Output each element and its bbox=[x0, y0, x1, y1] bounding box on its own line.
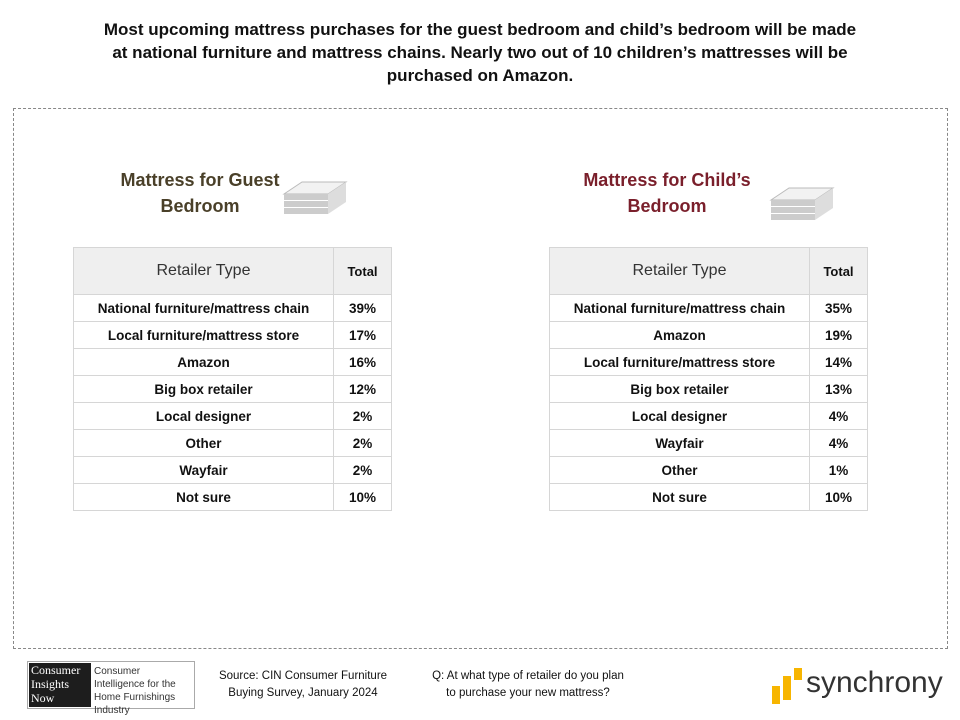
logo-line: Consumer bbox=[31, 663, 81, 677]
retailer-cell: Local designer bbox=[73, 402, 334, 430]
title: Most upcoming mattress purchases for the… bbox=[103, 20, 857, 85]
table-row: Wayfair 4% bbox=[549, 429, 868, 457]
retailer-cell: Wayfair bbox=[73, 456, 334, 484]
table-row: National furniture/mattress chain 39% bbox=[73, 294, 392, 322]
share-cell: 17% bbox=[333, 321, 392, 349]
header-row: Retailer Type Total bbox=[73, 247, 392, 295]
table-row: Other 2% bbox=[73, 429, 392, 457]
retailer-cell: Amazon bbox=[549, 321, 810, 349]
table-row: Other 1% bbox=[549, 456, 868, 484]
header-row: Retailer Type Total bbox=[549, 247, 868, 295]
table-row: Local designer 4% bbox=[549, 402, 868, 430]
logo-tagline: Consumer Intelligence for the Home Furni… bbox=[94, 666, 176, 716]
table-row: Big box retailer 13% bbox=[549, 375, 868, 403]
retailer-cell: Big box retailer bbox=[73, 375, 334, 403]
frame bbox=[13, 108, 948, 649]
share-cell: 19% bbox=[809, 321, 868, 349]
retailer-cell: Big box retailer bbox=[549, 375, 810, 403]
table-row: Local designer 2% bbox=[73, 402, 392, 430]
mattress-icon bbox=[282, 181, 348, 214]
retailer-cell: Local designer bbox=[549, 402, 810, 430]
source: Source: CIN Consumer Furniture Buying Su… bbox=[218, 670, 388, 699]
panel-heading: Mattress for Child’s Bedroom bbox=[583, 170, 751, 216]
table-row: National furniture/mattress chain 35% bbox=[549, 294, 868, 322]
logo-line: Insights bbox=[31, 677, 70, 691]
column-header: Total bbox=[809, 247, 868, 295]
retailer-cell: Local furniture/mattress store bbox=[549, 348, 810, 376]
share-cell: 12% bbox=[333, 375, 392, 403]
share-cell: 39% bbox=[333, 294, 392, 322]
retailer-cell: Other bbox=[73, 429, 334, 457]
retailer-cell: Other bbox=[549, 456, 810, 484]
share-cell: 2% bbox=[333, 429, 392, 457]
share-cell: 4% bbox=[809, 402, 868, 430]
retailer-cell: Not sure bbox=[549, 483, 810, 511]
retailer-cell: Local furniture/mattress store bbox=[73, 321, 334, 349]
table-row: Amazon 16% bbox=[73, 348, 392, 376]
logo: Consumer Insights Now Consumer Intellige… bbox=[27, 661, 195, 716]
retailer-cell: National furniture/mattress chain bbox=[549, 294, 810, 322]
share-cell: 2% bbox=[333, 402, 392, 430]
table-row: Local furniture/mattress store 17% bbox=[73, 321, 392, 349]
brand-mark bbox=[772, 668, 802, 704]
retailer-table: Retailer Type Total National furniture/mat… bbox=[549, 247, 868, 511]
share-cell: 1% bbox=[809, 456, 868, 484]
retailer-cell: Amazon bbox=[73, 348, 334, 376]
logo-line: Now bbox=[31, 691, 55, 705]
mattress-icon bbox=[769, 187, 835, 220]
retailer-cell: Wayfair bbox=[549, 429, 810, 457]
table-row: Not sure 10% bbox=[549, 483, 868, 511]
column-header: Total bbox=[333, 247, 392, 295]
retailer-cell: Not sure bbox=[73, 483, 334, 511]
share-cell: 16% bbox=[333, 348, 392, 376]
column-header: Retailer Type bbox=[549, 247, 810, 295]
table-row: Amazon 19% bbox=[549, 321, 868, 349]
share-cell: 10% bbox=[333, 483, 392, 511]
table-row: Wayfair 2% bbox=[73, 456, 392, 484]
retailer-cell: National furniture/mattress chain bbox=[73, 294, 334, 322]
share-cell: 2% bbox=[333, 456, 392, 484]
panel-heading: Mattress for Guest Bedroom bbox=[120, 170, 280, 216]
brand: synchrony bbox=[806, 666, 943, 699]
question: Q: At what type of retailer do you plan … bbox=[432, 670, 624, 699]
table-row: Not sure 10% bbox=[73, 483, 392, 511]
share-cell: 35% bbox=[809, 294, 868, 322]
share-cell: 13% bbox=[809, 375, 868, 403]
table-row: Local furniture/mattress store 14% bbox=[549, 348, 868, 376]
retailer-table: Retailer Type Total National furniture/mat… bbox=[73, 247, 392, 511]
logo-name: Consumer Insights Now bbox=[29, 663, 91, 707]
column-header: Retailer Type bbox=[73, 247, 334, 295]
share-cell: 10% bbox=[809, 483, 868, 511]
share-cell: 14% bbox=[809, 348, 868, 376]
share-cell: 4% bbox=[809, 429, 868, 457]
table-row: Big box retailer 12% bbox=[73, 375, 392, 403]
